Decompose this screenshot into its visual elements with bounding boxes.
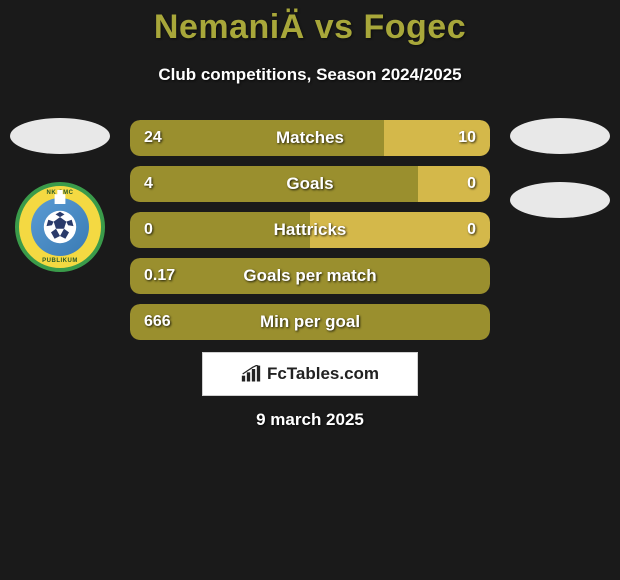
bar-row: 666Min per goal <box>130 304 490 340</box>
bar-label: Goals per match <box>130 258 490 294</box>
bar-row: 40Goals <box>130 166 490 202</box>
left-team-badge: NK CMC PUBLIKUM <box>15 182 105 272</box>
bar-label: Goals <box>130 166 490 202</box>
soccer-ball-icon <box>42 209 78 245</box>
bar-row: 0.17Goals per match <box>130 258 490 294</box>
page-title: NemaniÄ vs Fogec <box>0 0 620 47</box>
date-label: 9 march 2025 <box>0 410 620 430</box>
bar-row: 00Hattricks <box>130 212 490 248</box>
badge-inner-circle <box>31 198 89 256</box>
left-team-ellipse <box>10 118 110 154</box>
comparison-bars: 2410Matches 40Goals 00Hattricks 0.17Goals p… <box>130 120 490 350</box>
left-badge-column: NK CMC PUBLIKUM <box>10 118 110 272</box>
brand-text: FcTables.com <box>267 364 379 384</box>
bar-label: Matches <box>130 120 490 156</box>
bar-row: 2410Matches <box>130 120 490 156</box>
right-team-ellipse-1 <box>510 118 610 154</box>
bar-chart-icon <box>241 365 261 383</box>
infographic-root: NemaniÄ vs Fogec Club competitions, Seas… <box>0 0 620 580</box>
badge-text-bottom: PUBLIKUM <box>19 258 101 264</box>
brand-footer[interactable]: FcTables.com <box>202 352 418 396</box>
right-badge-column <box>510 118 610 256</box>
page-subtitle: Club competitions, Season 2024/2025 <box>0 65 620 85</box>
bar-label: Min per goal <box>130 304 490 340</box>
bar-label: Hattricks <box>130 212 490 248</box>
right-team-ellipse-2 <box>510 182 610 218</box>
